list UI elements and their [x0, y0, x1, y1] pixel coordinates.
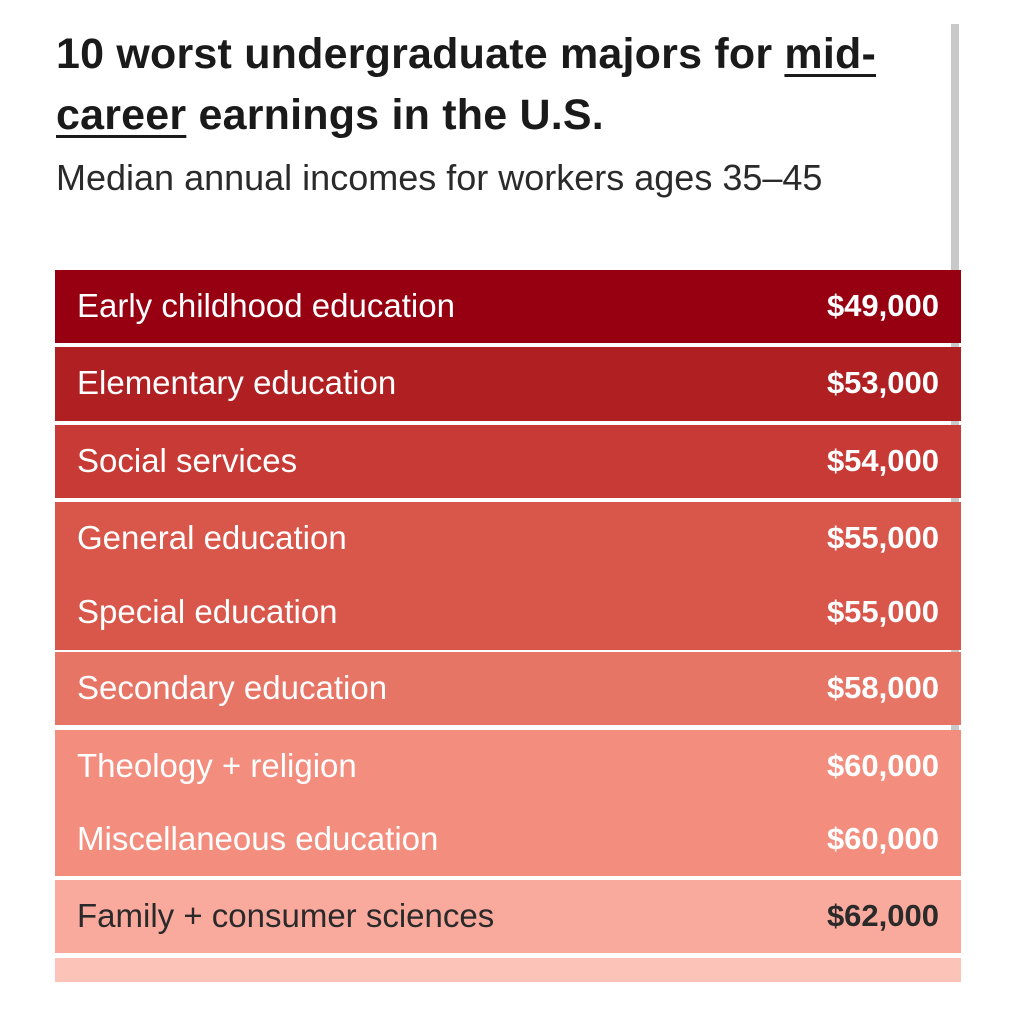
income-table: Early childhood education $49,000 Elementa… — [55, 270, 961, 982]
chart-subtitle: Median annual incomes for workers ages 3… — [56, 157, 823, 198]
title-text-start: 10 worst undergraduate majors for — [56, 30, 785, 78]
row-value: $62,000 — [826, 898, 939, 933]
row-value: $55,000 — [826, 520, 939, 555]
row-label: Special education — [77, 593, 338, 630]
title-text-end: earnings in the U.S. — [186, 91, 604, 139]
mid-career-link[interactable]: mid-career — [56, 30, 876, 139]
row-label: Secondary education — [77, 669, 388, 706]
row-value: $55,000 — [826, 594, 939, 629]
row-value: $49,000 — [826, 288, 939, 323]
row-label: Social services — [77, 442, 298, 479]
chart-title: 10 worst undergraduate majors for mid-ca… — [56, 24, 956, 146]
row-label: General education — [77, 519, 347, 556]
row-value: $53,000 — [826, 365, 939, 400]
table-row: Early childhood education $49,000 — [55, 270, 961, 343]
table-row: Elementary education $53,000 — [55, 347, 961, 421]
table-row: General education $55,000 — [55, 502, 961, 576]
table-row: Miscellaneous education $60,000 — [55, 803, 961, 876]
row-label: Elementary education — [77, 364, 397, 401]
row-value: $60,000 — [826, 821, 939, 856]
row-label: Theology + religion — [77, 747, 357, 784]
table-row: Social services $54,000 — [55, 425, 961, 498]
table-row: Theology + religion $60,000 — [55, 730, 961, 803]
row-label: Miscellaneous education — [77, 820, 439, 857]
row-value: $54,000 — [826, 443, 939, 478]
table-row — [55, 958, 961, 982]
table-row: Family + consumer sciences $62,000 — [55, 880, 961, 953]
row-value: $60,000 — [826, 748, 939, 783]
row-value: $58,000 — [826, 670, 939, 705]
row-label: Early childhood education — [77, 287, 455, 324]
table-row: Special education $55,000 — [55, 576, 961, 650]
table-row: Secondary education $58,000 — [55, 652, 961, 725]
row-label: Family + consumer sciences — [77, 897, 495, 934]
